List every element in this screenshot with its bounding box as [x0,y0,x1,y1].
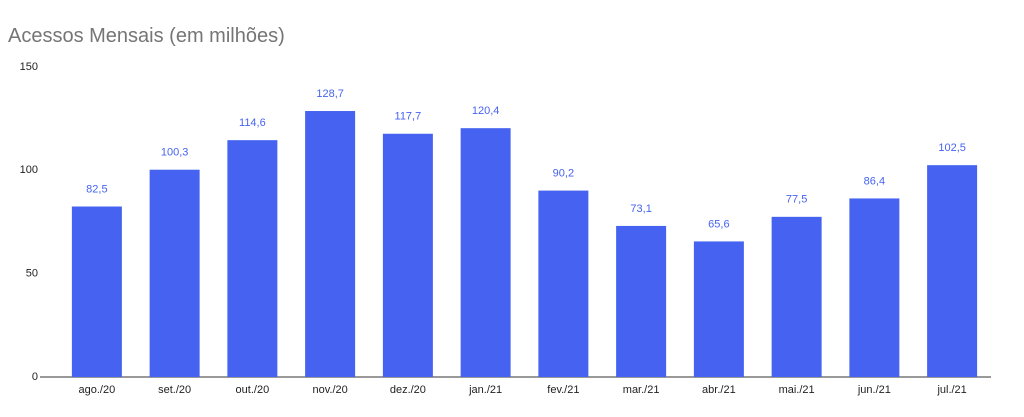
x-tick-label: set./20 [158,384,191,396]
value-label: 102,5 [938,142,966,154]
x-tick-label: fev./21 [547,384,579,396]
value-label: 65,6 [708,218,729,230]
value-label: 117,7 [395,111,422,123]
x-tick-label: nov./20 [312,384,347,396]
bar [771,216,822,377]
bar [693,241,744,377]
value-label: 114,6 [239,117,266,129]
y-tick-label: 0 [32,371,38,383]
bar [305,111,356,378]
bar [616,225,667,377]
bar [538,190,589,377]
x-tick-label: dez./20 [390,384,426,396]
x-tick-label: mai./21 [779,384,815,396]
value-label: 120,4 [472,105,500,117]
x-tick-label: jul./21 [936,384,966,396]
value-label: 90,2 [553,167,574,179]
chart-title: Acessos Mensais (em milhões) [8,25,285,47]
y-tick-label: 50 [26,268,38,280]
value-label: 73,1 [630,203,651,215]
x-tick-label: ago./20 [79,384,116,396]
x-tick-label: jan./21 [468,384,502,396]
bar [149,169,200,377]
bar [382,133,433,377]
value-label: 100,3 [161,147,189,159]
value-label: 86,4 [864,175,885,187]
bar [460,128,511,377]
y-tick-label: 150 [20,61,38,73]
x-tick-label: jun./21 [857,384,891,396]
bar [227,140,278,377]
bar [927,165,978,377]
x-tick-label: mar./21 [623,384,660,396]
value-label: 82,5 [86,183,107,195]
bar [849,198,900,377]
x-tick-label: abr./21 [702,384,736,396]
x-tick-label: out./20 [236,384,270,396]
bar [71,206,122,377]
y-tick-label: 100 [20,164,38,176]
value-label: 77,5 [786,194,807,206]
value-label: 128,7 [316,88,344,100]
